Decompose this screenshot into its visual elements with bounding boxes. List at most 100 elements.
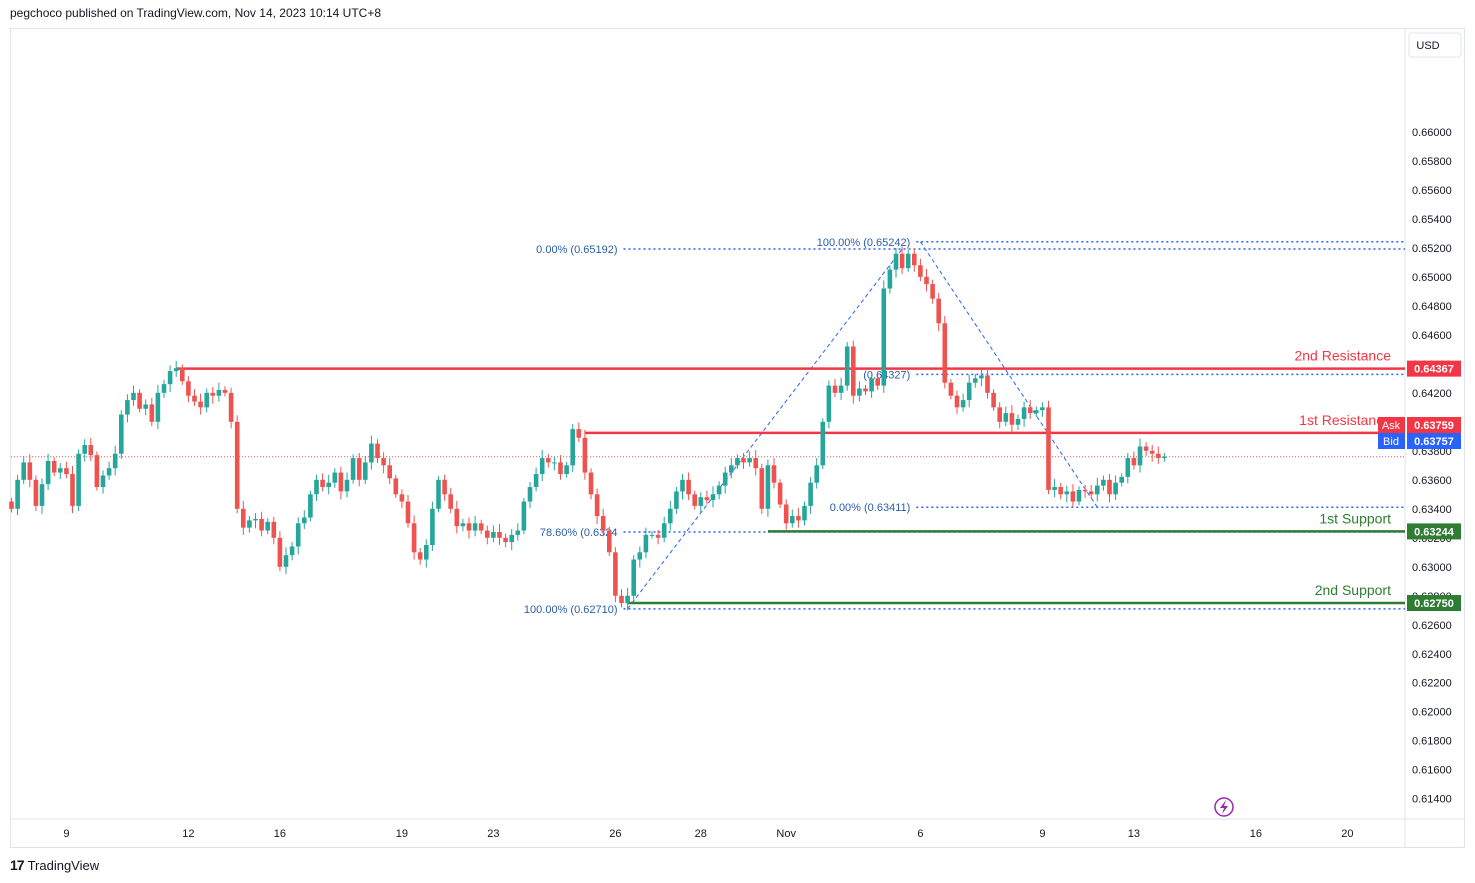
- candle-body: [539, 458, 545, 475]
- candle-body: [289, 546, 295, 556]
- candle-body: [485, 530, 490, 538]
- fibonacci-retracements: 0.00% (0.65192) 78.60% (0.6324 100.00% (0.…: [524, 237, 1405, 616]
- candle-body: [125, 400, 130, 415]
- resistance-label: 1st Resistance: [1299, 412, 1391, 428]
- candle-body: [960, 400, 966, 408]
- candle-body: [698, 497, 704, 506]
- candle-body: [802, 505, 807, 521]
- time-tick-label: Nov: [776, 828, 796, 840]
- price-tick-label: 0.65000: [1412, 272, 1452, 284]
- candle-body: [210, 392, 216, 396]
- candle-body: [350, 458, 356, 480]
- candle-body: [1088, 491, 1094, 495]
- candle-body: [997, 407, 1002, 422]
- candle-body: [668, 508, 673, 524]
- candle-body: [405, 501, 411, 524]
- time-tick-label: 16: [274, 828, 286, 840]
- candle-body: [1107, 479, 1112, 495]
- candle-body: [893, 253, 899, 270]
- candle-body: [314, 479, 319, 495]
- candle-body: [680, 479, 685, 492]
- candle-body: [631, 559, 636, 596]
- candle-body: [686, 479, 691, 495]
- candle-body: [161, 384, 167, 393]
- lightning-icon-bolt: [1220, 800, 1228, 814]
- candle-body: [912, 253, 917, 266]
- candle-body: [1095, 485, 1100, 495]
- candle-body: [942, 323, 948, 383]
- candle-body: [363, 462, 368, 480]
- candle-body: [180, 368, 185, 382]
- price-tick-label: 0.65600: [1412, 185, 1452, 197]
- lightning-icon[interactable]: [1214, 797, 1234, 817]
- candle-body: [21, 462, 26, 480]
- resistance-price-tag-text: 0.64367: [1414, 364, 1454, 376]
- candle-body: [344, 479, 350, 492]
- price-tick-label: 0.64200: [1412, 388, 1452, 400]
- candle-body: [295, 523, 301, 547]
- candle-body: [247, 520, 252, 528]
- candle-body: [1101, 479, 1106, 486]
- candle-body: [326, 482, 331, 488]
- candle-body: [222, 389, 228, 393]
- price-tick-label: 0.64600: [1412, 330, 1452, 342]
- candle-body: [192, 395, 197, 402]
- fib-level-label: 100.00% (0.65242): [817, 237, 911, 249]
- candle-body: [1162, 456, 1167, 459]
- candle-body: [924, 276, 929, 285]
- candle-body: [320, 479, 325, 488]
- time-tick-label: 9: [1039, 828, 1045, 840]
- candle-body: [417, 552, 423, 560]
- candle-body: [918, 265, 923, 277]
- candle-body: [204, 392, 209, 408]
- tradingview-brand[interactable]: 17 TradingView: [10, 857, 99, 873]
- time-tick-label: 19: [396, 828, 408, 840]
- candle-body: [94, 455, 100, 488]
- candles: [9, 246, 1167, 611]
- candle-body: [76, 453, 81, 506]
- candle-body: [137, 392, 142, 409]
- candle-body: [759, 468, 765, 509]
- candle-body: [625, 595, 630, 604]
- chart-panel[interactable]: [10, 28, 1465, 848]
- candle-body: [88, 445, 94, 456]
- support-label: 1st Support: [1319, 510, 1391, 526]
- candle-body: [710, 494, 716, 501]
- candle-body: [869, 378, 874, 392]
- fib-level-label: 78.60% (0.6324: [540, 527, 618, 539]
- candle-body: [82, 445, 87, 454]
- candle-body: [393, 478, 399, 495]
- candle-body: [64, 468, 69, 475]
- lightning-icon-ring: [1214, 797, 1234, 817]
- candle-body: [332, 472, 338, 483]
- candle-body: [1052, 487, 1057, 490]
- candle-body: [198, 401, 203, 408]
- candle-body: [1131, 458, 1137, 466]
- price-tick-label: 0.65200: [1412, 243, 1452, 255]
- candle-body: [655, 534, 661, 538]
- candle-body: [588, 472, 594, 495]
- candle-body: [1149, 450, 1155, 454]
- support-price-tag-text: 0.63244: [1414, 526, 1455, 538]
- candle-body: [9, 501, 14, 509]
- candle-body: [58, 468, 63, 473]
- candle-body: [777, 482, 783, 505]
- candle-body: [1076, 489, 1082, 502]
- currency-label: USD: [1416, 40, 1439, 52]
- candle-body: [607, 530, 612, 553]
- candle-body: [308, 494, 313, 518]
- fib-level-label: (0.64327): [863, 369, 910, 381]
- candle-body: [167, 371, 173, 385]
- time-tick-label: 13: [1128, 828, 1140, 840]
- candle-body: [1046, 407, 1051, 490]
- candle-body: [619, 595, 624, 604]
- price-tick-label: 0.63400: [1412, 504, 1452, 516]
- candle-body: [552, 462, 557, 464]
- candle-body: [729, 465, 734, 473]
- ask-label: Ask: [1382, 420, 1401, 432]
- candle-body: [173, 368, 179, 372]
- candle-body: [765, 465, 771, 509]
- candle-body: [119, 414, 124, 454]
- fib-level-label: 100.00% (0.62710): [524, 604, 618, 616]
